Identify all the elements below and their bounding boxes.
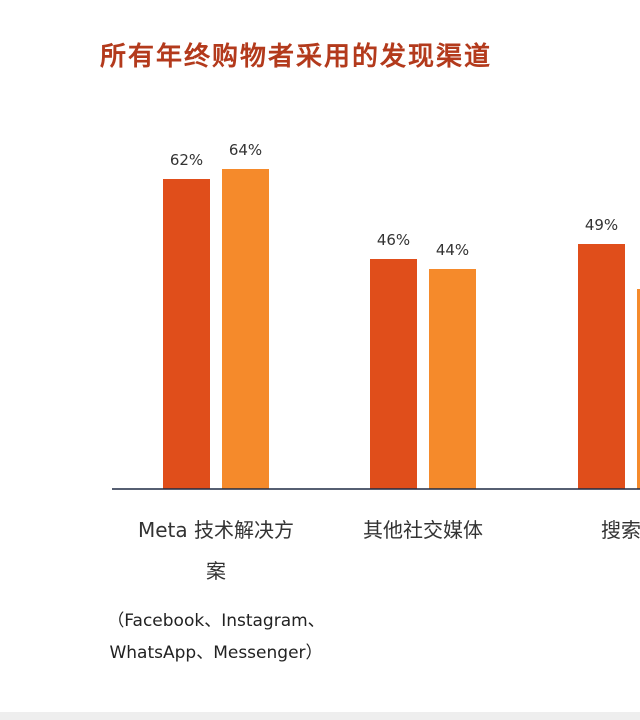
category-label-3-line-1: 搜索引 bbox=[601, 518, 640, 542]
category-label-1-line-1: Meta 技术解决方 bbox=[138, 518, 294, 542]
bar-series1-cat2 bbox=[370, 259, 417, 489]
chart-title: 所有年终购物者采用的发现渠道 bbox=[100, 42, 493, 72]
value-labels-layer: 62% 64% 46% 44% 49% bbox=[170, 141, 618, 259]
bar-series2-cat2 bbox=[429, 269, 476, 489]
category-label-1-line-2: 案 bbox=[206, 559, 226, 583]
value-label-series2-cat2: 44% bbox=[436, 241, 469, 259]
bar-series2-cat3 bbox=[637, 289, 640, 489]
bar-series2-cat1 bbox=[222, 169, 269, 489]
bottom-divider bbox=[0, 712, 640, 720]
bar-series1-cat3 bbox=[578, 244, 625, 489]
value-label-series1-cat2: 46% bbox=[377, 231, 410, 249]
bar-series1-cat1 bbox=[163, 179, 210, 489]
category-label-2-line-1: 其他社交媒体 bbox=[363, 518, 483, 542]
value-label-series2-cat1: 64% bbox=[229, 141, 262, 159]
value-label-series1-cat3: 49% bbox=[585, 216, 618, 234]
bars-layer bbox=[163, 169, 640, 489]
value-label-series1-cat1: 62% bbox=[170, 151, 203, 169]
category-sublabel-1-line-1: （Facebook、Instagram、 bbox=[107, 611, 324, 631]
category-sublabel-1-line-2: WhatsApp、Messenger） bbox=[109, 643, 322, 663]
